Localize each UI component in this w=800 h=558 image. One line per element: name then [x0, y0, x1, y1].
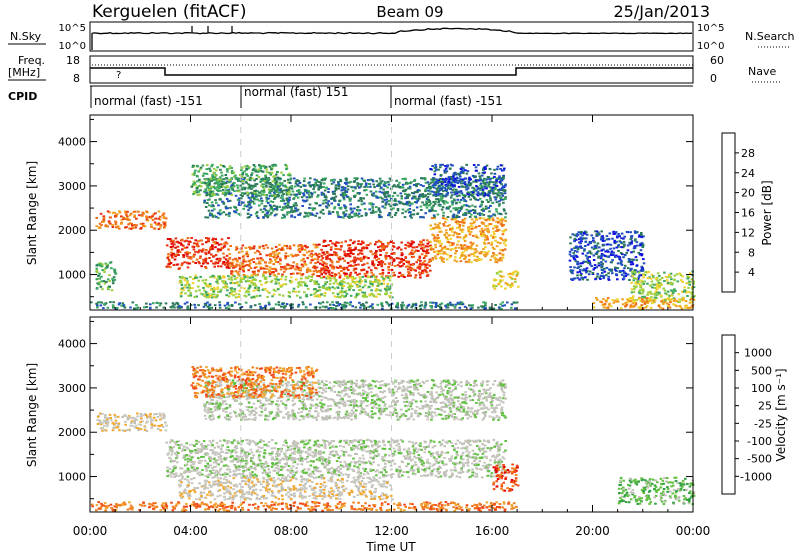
- freq-panel: Freq. [MHz] 18 8 60 0 Nave ?: [8, 54, 780, 85]
- cpid-segment-1: normal (fast) -151: [94, 94, 203, 108]
- power-region-5: [429, 217, 507, 263]
- nsky-frame: [90, 22, 693, 51]
- power-cbar-frame: [722, 133, 735, 292]
- power-region-6: [492, 270, 520, 289]
- velocity-cbar-label-4: 25: [758, 400, 772, 413]
- power-region-3: [228, 244, 319, 277]
- power-region-1: [95, 261, 117, 291]
- freq-frame: [90, 56, 693, 83]
- power-cbar-label-1: 8: [748, 246, 755, 259]
- nave-tick-bottom: 0: [710, 72, 717, 85]
- power-cbar-label-4: 20: [741, 187, 755, 200]
- nave-label: Nave: [748, 65, 776, 78]
- xtick-label-4: 16:00: [475, 524, 510, 538]
- velocity-ylabel-3: 4000: [58, 338, 86, 351]
- power-region-7: [179, 275, 394, 299]
- velocity-cbar-label-1: -500: [747, 453, 772, 466]
- power-region-2: [166, 237, 231, 270]
- velocity-cbar-frame: [722, 335, 735, 494]
- power-ylabel-2: 3000: [58, 180, 86, 193]
- velocity-ylabel: Slant Range [km]: [25, 363, 39, 467]
- nsearch-tick-top: 10^5: [697, 23, 724, 34]
- freq-tick-top: 18: [66, 54, 80, 67]
- beam-title: Beam 09: [376, 3, 443, 21]
- cpid-segment-2: normal (fast) 151: [244, 85, 348, 99]
- power-ylabel: Slant Range [km]: [25, 161, 39, 265]
- power-cbar-label-3: 16: [741, 207, 755, 220]
- cpid-panel: CPID normal (fast) -151 normal (fast) 15…: [8, 85, 693, 108]
- xtick-label-6: 00:00: [676, 524, 711, 538]
- freq-label-2: [MHz]: [8, 66, 40, 79]
- velocity-cbar-label-5: 100: [751, 382, 772, 395]
- date-title: 25/Jan/2013: [613, 2, 710, 21]
- velocity-cbar-label-0: -1000: [740, 470, 772, 483]
- xtick-label-3: 12:00: [374, 524, 409, 538]
- velocity-cbar-label-3: -25: [754, 417, 772, 430]
- nsearch-tick-bottom: 10^0: [697, 41, 724, 52]
- nsky-tick-top: 10^5: [59, 23, 86, 34]
- xtick-label-2: 08:00: [274, 524, 309, 538]
- velocity-scatter: [91, 317, 696, 512]
- power-colorbar-label: Power [dB]: [760, 180, 774, 245]
- power-region-8: [203, 177, 507, 219]
- power-ylabel-1: 2000: [58, 224, 86, 237]
- freq-tick-bottom: 8: [73, 72, 80, 85]
- nsky-trace: [92, 28, 692, 50]
- power-region-4: [316, 239, 432, 278]
- power-ylabel-3: 4000: [58, 136, 86, 149]
- velocity-region-6: [91, 501, 518, 512]
- nsky-tick-bottom: 10^0: [59, 41, 86, 52]
- power-scatter: [90, 115, 696, 310]
- power-colorbar: 4 8 12 16 20 24 28: [722, 133, 755, 292]
- cpid-segment-3: normal (fast) -151: [394, 94, 503, 108]
- power-cbar-label-6: 28: [741, 147, 755, 160]
- xtick-label-0: 00:00: [73, 524, 108, 538]
- power-region-11: [90, 301, 518, 310]
- unknown-mark: ?: [116, 70, 121, 81]
- xtick-label-5: 20:00: [575, 524, 610, 538]
- nsky-label: N.Sky: [10, 30, 42, 43]
- velocity-cbar-label-6: 500: [751, 364, 772, 377]
- power-cbar-label-0: 4: [748, 266, 755, 279]
- velocity-region-2: [178, 477, 394, 501]
- station-title: Kerguelen (fitACF): [92, 2, 246, 22]
- nsky-panel: N.Sky 10^5 10^0 10^5 10^0 N.Search: [8, 22, 795, 52]
- power-ylabel-0: 1000: [58, 269, 86, 282]
- velocity-ylabel-1: 2000: [58, 426, 86, 439]
- xtick-label-1: 04:00: [173, 524, 208, 538]
- velocity-colorbar-label: Velocity [m s⁻¹]: [774, 368, 788, 461]
- power-region-9: [191, 164, 294, 197]
- velocity-region-0: [96, 413, 167, 432]
- time-axis-label: Time UT: [365, 540, 416, 554]
- velocity-cbar-label-7: 1000: [744, 347, 772, 360]
- velocity-colorbar: -1000 -500 -100 -25 25 100 500 1000: [722, 335, 772, 494]
- power-region-14: [593, 297, 695, 310]
- nsearch-label: N.Search: [745, 30, 795, 43]
- freq-trace: [90, 68, 693, 75]
- power-region-0: [95, 210, 167, 230]
- power-cbar-label-2: 12: [741, 226, 755, 239]
- velocity-ylabel-2: 3000: [58, 382, 86, 395]
- velocity-region-7: [618, 477, 696, 505]
- velocity-cbar-label-2: -100: [747, 435, 772, 448]
- power-panel: 1000 2000 3000 4000 Slant Range [km] 4 8 12 16…: [25, 115, 774, 310]
- power-cbar-label-5: 24: [741, 167, 755, 180]
- velocity-region-1: [165, 439, 507, 479]
- cpid-label: CPID: [8, 90, 37, 103]
- nave-tick-top: 60: [710, 54, 724, 67]
- velocity-ylabel-0: 1000: [58, 471, 86, 484]
